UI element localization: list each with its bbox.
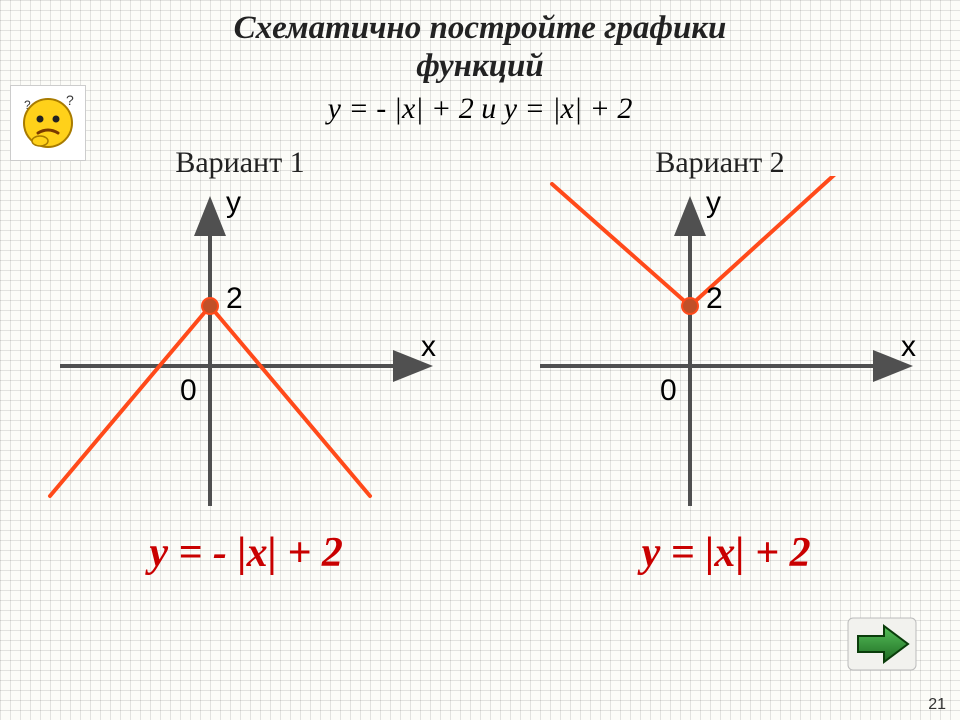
svg-text:х: х <box>901 330 916 363</box>
svg-text:?: ? <box>24 98 31 112</box>
formula-1: у = - |х| + 2 <box>149 529 343 577</box>
thinking-emoji-icon: ? ? <box>10 85 86 161</box>
title-line-1: Схематично постройте графики <box>234 10 727 46</box>
variant-1-label: Вариант 1 <box>175 146 304 180</box>
page-number: 21 <box>928 696 946 714</box>
svg-text:0: 0 <box>180 374 197 407</box>
subtitle: у = - |х| + 2 и у = |х| + 2 <box>0 92 960 126</box>
svg-text:у: у <box>706 186 721 219</box>
svg-text:у: у <box>226 186 241 219</box>
next-arrow-icon <box>846 616 918 672</box>
plot-variant-1: у х 2 0 <box>30 176 450 521</box>
page-title: Схематично постройте графики функций <box>0 0 960 86</box>
next-button[interactable] <box>846 616 918 672</box>
plot-variant-2: у х 2 0 <box>510 176 930 521</box>
variant-2-label: Вариант 2 <box>655 146 784 180</box>
svg-text:0: 0 <box>660 374 677 407</box>
svg-text:х: х <box>421 330 436 363</box>
formula-2: у = |х| + 2 <box>642 529 811 577</box>
plot-2-svg: у х 2 0 <box>510 176 930 516</box>
plot-1-svg: у х 2 0 <box>30 176 450 516</box>
svg-text:2: 2 <box>226 282 243 315</box>
title-line-2: функций <box>416 48 544 84</box>
svg-text:2: 2 <box>706 282 723 315</box>
svg-text:?: ? <box>66 92 74 108</box>
